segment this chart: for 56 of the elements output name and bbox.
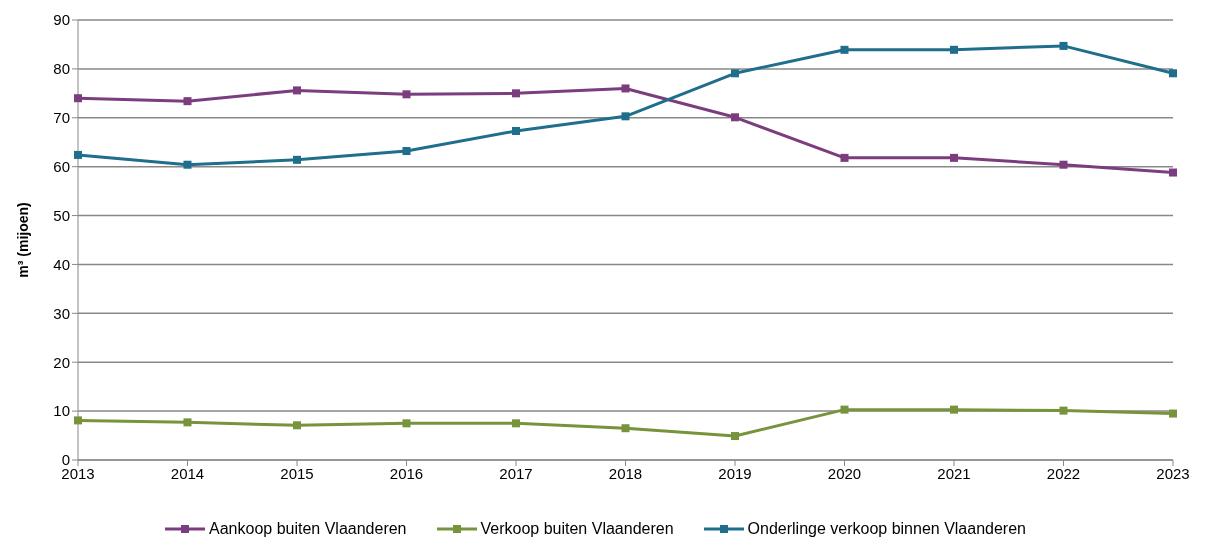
- y-tick-label: 50: [53, 206, 70, 224]
- point: [950, 45, 958, 54]
- point: [1169, 69, 1177, 78]
- y-tick-label: 40: [53, 255, 70, 273]
- point: [402, 419, 411, 428]
- point: [183, 418, 192, 427]
- y-axis-title: m³ (mijoen): [14, 202, 31, 278]
- x-tick-label: 2015: [280, 464, 314, 482]
- legend-label: Aankoop buiten Vlaanderen: [209, 520, 407, 538]
- point: [183, 97, 192, 106]
- y-tick-label: 30: [53, 304, 70, 322]
- point: [840, 153, 849, 162]
- legend-label: Verkoop buiten Vlaanderen: [480, 520, 674, 538]
- y-tick-label: 90: [53, 11, 70, 29]
- point: [840, 45, 849, 54]
- x-tick-label: 2020: [827, 464, 862, 482]
- x-tick-label: 2023: [1156, 464, 1190, 482]
- point: [512, 126, 520, 135]
- point: [293, 421, 301, 430]
- point: [293, 155, 301, 164]
- point: [1059, 41, 1068, 50]
- x-tick-label: 2022: [1046, 464, 1081, 482]
- point: [74, 94, 82, 103]
- point: [402, 90, 411, 99]
- y-tick-label: 10: [53, 402, 70, 420]
- point: [621, 84, 630, 93]
- y-tick-label: 20: [53, 353, 70, 371]
- point: [1169, 409, 1177, 418]
- point: [731, 432, 739, 441]
- x-tick-label: 2017: [499, 464, 533, 482]
- point: [74, 416, 82, 425]
- y-tick-label: 60: [53, 157, 70, 175]
- point: [1169, 168, 1177, 177]
- point: [621, 112, 630, 121]
- y-tick-label: 80: [53, 60, 70, 78]
- x-tick-label: 2019: [718, 464, 752, 482]
- point: [512, 89, 520, 98]
- point: [731, 69, 739, 78]
- point: [402, 147, 411, 156]
- point: [512, 419, 520, 428]
- legend-label: Onderlinge verkoop binnen Vlaanderen: [747, 520, 1026, 538]
- y-tick-label: 70: [53, 109, 70, 127]
- point: [950, 405, 958, 414]
- point: [1059, 406, 1068, 415]
- point: [74, 150, 82, 159]
- point: [621, 424, 630, 433]
- x-tick-label: 2014: [170, 464, 205, 482]
- point: [293, 86, 301, 95]
- point: [731, 113, 739, 122]
- x-tick-label: 2021: [937, 464, 971, 482]
- x-tick-label: 2018: [608, 464, 643, 482]
- point: [183, 160, 192, 169]
- point: [1059, 160, 1068, 169]
- x-tick-label: 2016: [389, 464, 424, 482]
- point: [950, 153, 958, 162]
- point: [840, 405, 849, 414]
